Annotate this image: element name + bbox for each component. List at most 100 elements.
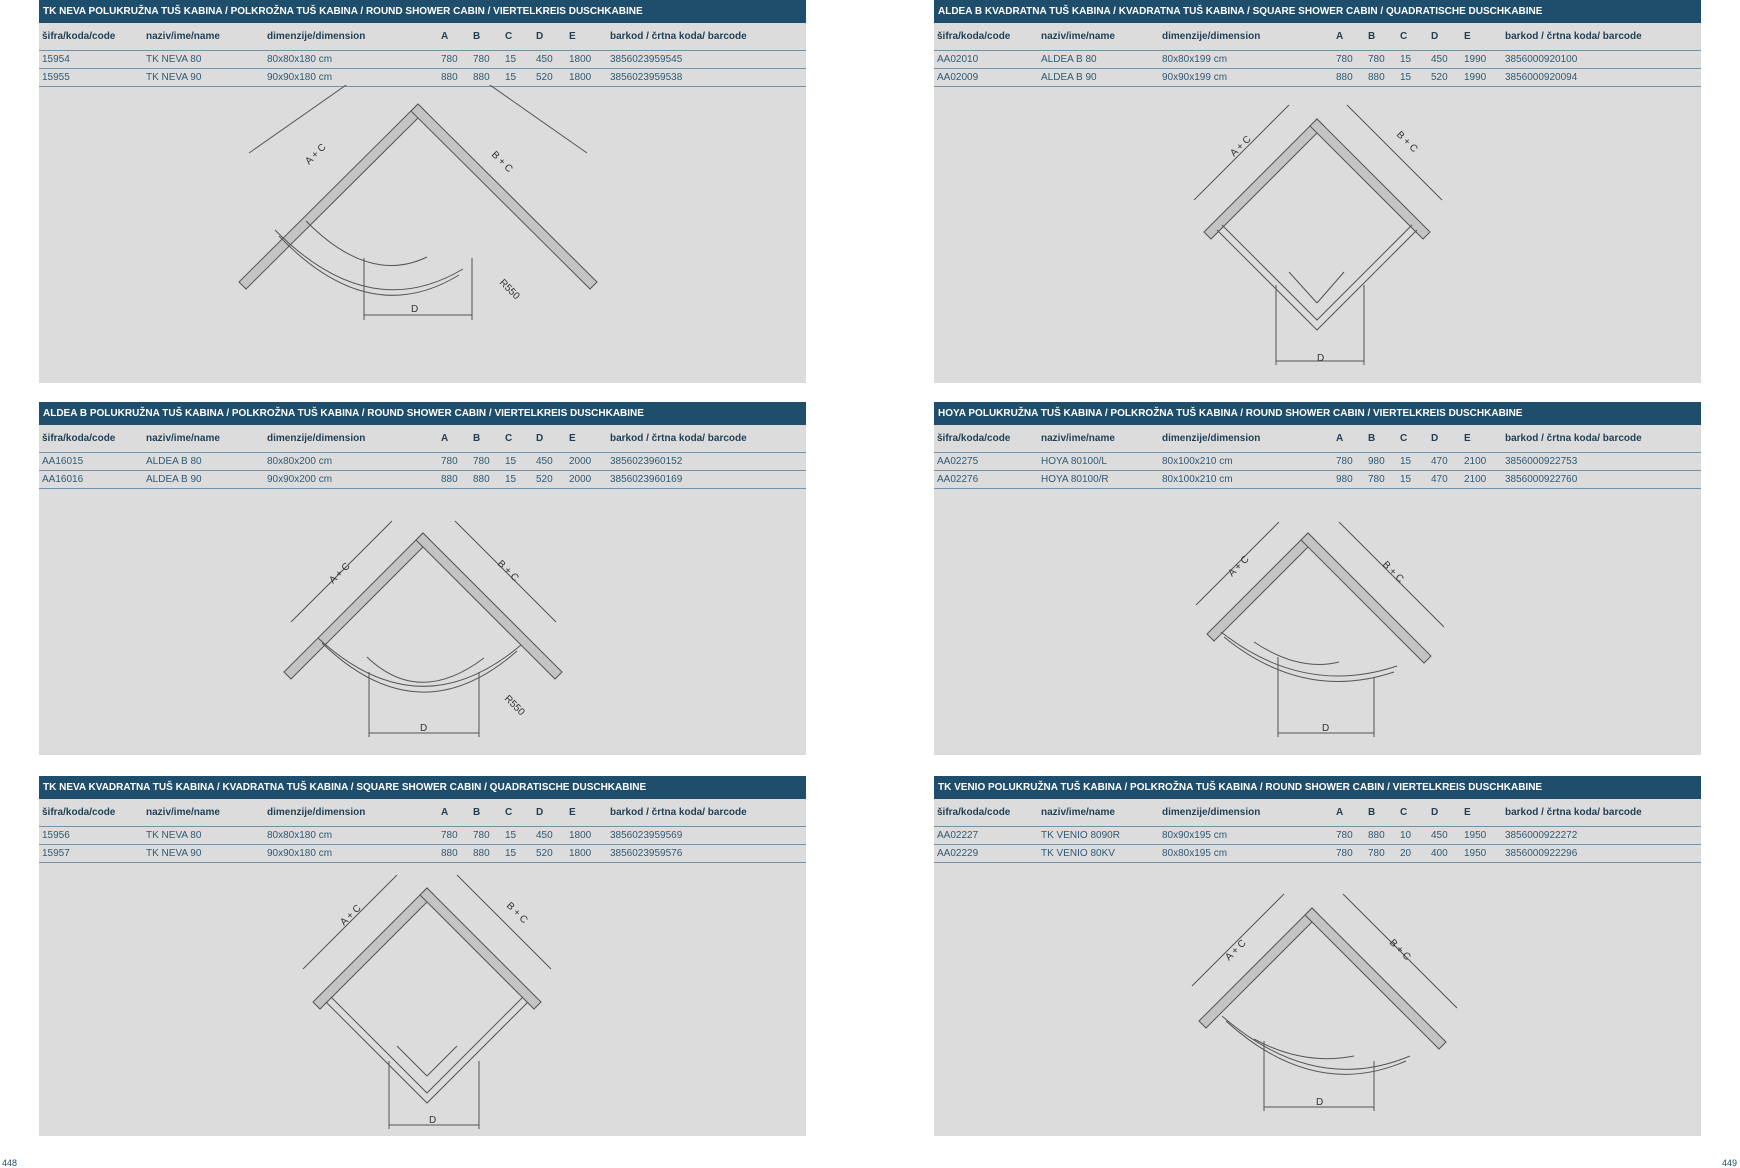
cell-barcode: 3856000920100 (1505, 54, 1578, 65)
dim-line-ac (1191, 893, 1285, 987)
cell-barcode: 3856023959538 (610, 72, 683, 83)
cell-a: 780 (1336, 54, 1353, 65)
label-d: D (1316, 1097, 1323, 1108)
cell-c: 15 (505, 54, 517, 65)
cell-c: 15 (505, 474, 517, 485)
col-name: naziv/ime/name (146, 31, 220, 42)
page-number-left: 448 (2, 1158, 18, 1168)
door-arc-inner (1220, 631, 1398, 677)
cell-d: 400 (1431, 848, 1448, 859)
cell-code: AA02229 (937, 848, 979, 859)
dim-line-bc (1346, 104, 1443, 201)
table-row: AA02229 TK VENIO 80KV 80x80x195 cm 780 7… (934, 845, 1701, 863)
cell-name: ALDEA B 90 (146, 474, 202, 485)
label-d: D (420, 723, 427, 734)
col-code: šifra/koda/code (937, 433, 1011, 444)
wall-left (238, 103, 426, 290)
cell-dimension: 90x90x180 cm (267, 848, 333, 859)
round-cabin-drawing: A + C B + C D R550 (283, 520, 563, 737)
cell-dimension: 90x90x200 cm (267, 474, 333, 485)
col-b: B (473, 31, 481, 42)
col-name: naziv/ime/name (146, 433, 220, 444)
cell-c: 15 (1400, 72, 1412, 83)
cell-a: 780 (1336, 848, 1353, 859)
col-dimension: dimenzije/dimension (1162, 807, 1261, 818)
table-row: AA02227 TK VENIO 8090R 80x90x195 cm 780 … (934, 827, 1701, 845)
label-d: D (429, 1115, 436, 1126)
page-number-right: 449 (1722, 1158, 1738, 1168)
door-arc-outer (1223, 636, 1395, 682)
col-b: B (473, 807, 481, 818)
col-c: C (505, 807, 513, 818)
cell-c: 15 (1400, 456, 1412, 467)
round-cabin-drawing: A + C B + C D (1195, 521, 1445, 737)
table-row: 15957 TK NEVA 90 90x90x180 cm 880 880 15… (39, 845, 806, 863)
wall-left (283, 532, 431, 680)
cell-d: 520 (1431, 72, 1448, 83)
label-d: D (1322, 723, 1329, 734)
label-d: D (1317, 353, 1324, 364)
label-radius: R550 (497, 277, 522, 302)
wall-right (419, 887, 542, 1010)
panel-title: TK NEVA KVADRATNA TUŠ KABINA / KVADRATNA… (39, 776, 806, 799)
product-panel-tk-neva-round: TK NEVA POLUKRUŽNA TUŠ KABINA / POLKROŽN… (39, 0, 806, 383)
cell-e: 2100 (1464, 474, 1487, 485)
table-row: AA02275 HOYA 80100/L 80x100x210 cm 780 9… (934, 453, 1701, 471)
cell-d: 450 (536, 54, 553, 65)
col-b: B (473, 433, 481, 444)
label-bc: B + C (495, 558, 521, 584)
cell-d: 520 (536, 848, 553, 859)
door-arc-inner (274, 229, 464, 291)
cell-dimension: 80x80x199 cm (1162, 54, 1228, 65)
table-row: 15956 TK NEVA 80 80x80x180 cm 780 780 15… (39, 827, 806, 845)
col-e: E (1464, 433, 1471, 444)
col-code: šifra/koda/code (42, 31, 116, 42)
panel-title: HOYA POLUKRUŽNA TUŠ KABINA / POLKROŽNA T… (934, 402, 1701, 425)
opening-arrow (1253, 1038, 1355, 1060)
cell-name: ALDEA B 80 (1041, 54, 1097, 65)
col-c: C (1400, 433, 1408, 444)
cell-d: 450 (1431, 54, 1448, 65)
col-code: šifra/koda/code (42, 807, 116, 818)
door-arrow-right (426, 1045, 458, 1077)
cell-e: 2100 (1464, 456, 1487, 467)
opening-arrow (305, 220, 428, 267)
wall-right (1309, 118, 1431, 240)
cell-name: HOYA 80100/L (1041, 456, 1107, 467)
col-code: šifra/koda/code (42, 433, 116, 444)
wall-left (1198, 907, 1320, 1029)
cell-dimension: 80x80x195 cm (1162, 848, 1228, 859)
product-panel-tk-neva-square: TK NEVA KVADRATNA TUŠ KABINA / KVADRATNA… (39, 776, 806, 1136)
cell-a: 780 (441, 830, 458, 841)
cell-e: 1800 (569, 54, 592, 65)
table-header: šifra/koda/code naziv/ime/name dimenzije… (934, 425, 1701, 453)
col-b: B (1368, 31, 1376, 42)
cell-d: 520 (536, 474, 553, 485)
cell-barcode: 3856023959569 (610, 830, 683, 841)
table-row: AA16016 ALDEA B 90 90x90x200 cm 880 880 … (39, 471, 806, 489)
col-b: B (1368, 807, 1376, 818)
cell-b: 880 (1368, 830, 1385, 841)
dim-line-bc (456, 874, 552, 970)
dim-line-ac (302, 874, 398, 970)
label-bc: B + C (489, 149, 515, 175)
cell-a: 880 (441, 474, 458, 485)
cell-dimension: 90x90x199 cm (1162, 72, 1228, 83)
col-c: C (1400, 807, 1408, 818)
dim-line-bc (454, 520, 557, 623)
cell-name: TK NEVA 90 (146, 848, 202, 859)
cell-a: 780 (441, 54, 458, 65)
cell-d: 470 (1431, 474, 1448, 485)
square-cabin-drawing: A + C B + C D (1193, 104, 1443, 365)
cell-d: 470 (1431, 456, 1448, 467)
cell-barcode: 3856000922760 (1505, 474, 1578, 485)
dim-line-ac (248, 85, 348, 154)
col-d: D (536, 31, 544, 42)
cell-code: AA16015 (42, 456, 84, 467)
table-row: 15954 TK NEVA 80 80x80x180 cm 780 780 15… (39, 51, 806, 69)
cell-e: 1800 (569, 72, 592, 83)
cell-name: TK NEVA 80 (146, 830, 202, 841)
table-row: 15955 TK NEVA 90 90x90x180 cm 880 880 15… (39, 69, 806, 87)
col-dimension: dimenzije/dimension (267, 807, 366, 818)
label-radius: R550 (502, 693, 527, 718)
